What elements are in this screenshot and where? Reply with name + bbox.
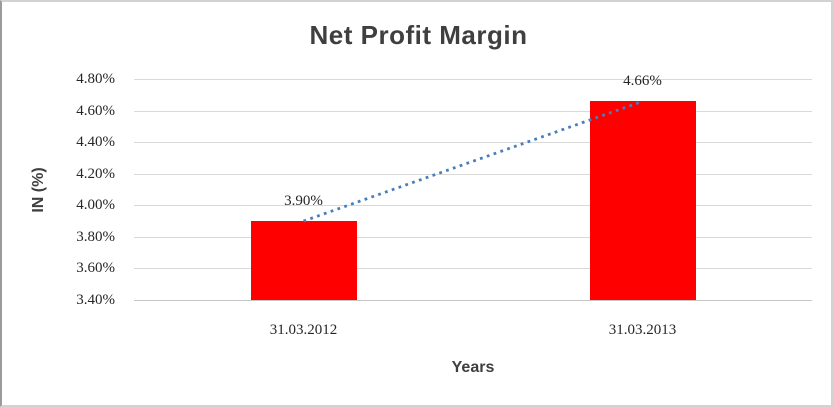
y-axis-tick-label: 3.40% [76,292,115,308]
gridline [134,205,812,206]
bar-data-label: 3.90% [284,193,323,210]
y-axis-tick-label: 4.20% [76,166,115,182]
trendline-segment [303,100,641,223]
gridline [134,79,812,80]
bar-data-label: 4.66% [623,73,662,90]
gridline [134,111,812,112]
bar-31.03.2013 [589,101,696,300]
y-axis-tick-label: 4.40% [76,134,115,150]
chart-title: Net Profit Margin [309,20,528,50]
plot-area: 3.90% 4.66% [134,73,812,301]
gridline [134,142,812,143]
gridline [134,268,812,269]
x-axis-tick-label: 31.03.2012 [269,322,338,338]
x-axis-tick-label: 31.03.2013 [608,322,677,338]
gridline [134,300,812,301]
gridline [134,174,812,175]
x-axis-title: Years [451,359,495,376]
y-axis-tick-label: 3.60% [76,260,115,276]
trendline-dotted [303,100,641,223]
y-axis-tick-label: 3.80% [76,229,115,245]
gridline [134,237,812,238]
bar-31.03.2012 [250,221,357,300]
y-axis-tick-label: 4.80% [76,71,115,87]
y-axis-tick-label: 4.00% [76,197,115,213]
y-axis-tick-label: 4.60% [76,103,115,119]
